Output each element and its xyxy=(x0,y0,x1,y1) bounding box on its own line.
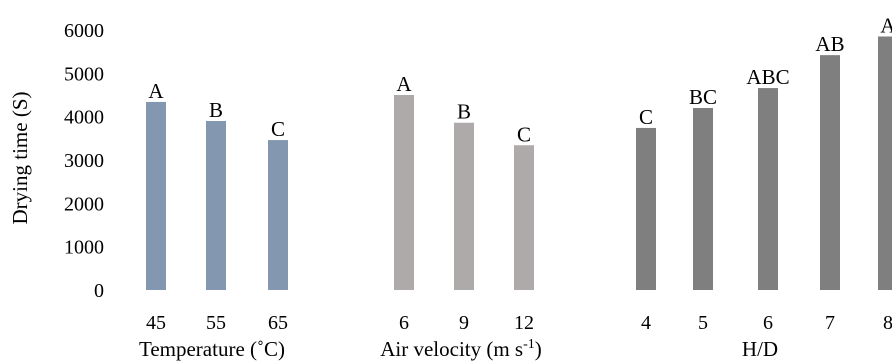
significance-letter: C xyxy=(271,117,285,141)
significance-letter: AB xyxy=(815,32,844,56)
x-tick-label: 65 xyxy=(268,312,288,334)
bar-h-d-8 xyxy=(878,36,892,290)
h-d-group: C 4 BC 5 ABC 6 AB 7 A 8 xyxy=(636,14,892,334)
significance-letter: C xyxy=(517,122,531,146)
y-tick-label: 2000 xyxy=(64,193,104,215)
bar-temperature-65 xyxy=(268,140,288,290)
significance-letter: B xyxy=(457,100,471,124)
significance-letter: BC xyxy=(689,85,717,109)
y-axis-title: Drying time (S) xyxy=(8,92,32,225)
y-tick-label: 1000 xyxy=(64,237,104,259)
x-tick-label: 7 xyxy=(825,312,835,334)
bar-h-d-7 xyxy=(820,55,840,291)
bar-temperature-45 xyxy=(146,101,166,290)
air-velocity-label-main: Air velocity (m s xyxy=(380,337,523,361)
significance-letter: ABC xyxy=(746,65,789,89)
significance-letter: A xyxy=(148,79,164,103)
air-velocity-label-end: ) xyxy=(535,337,542,361)
y-tick-label: 4000 xyxy=(64,107,104,129)
y-tick-label: 6000 xyxy=(64,20,104,42)
bar-air-velocity-9 xyxy=(454,122,474,290)
x-axis-title-temperature: Temperature (˚C) xyxy=(139,337,285,361)
x-axis-title-h-d: H/D xyxy=(742,337,778,361)
x-axis-title-air-velocity: Air velocity (m s-1) xyxy=(380,337,542,361)
significance-letter: A xyxy=(396,72,412,96)
x-tick-label: 6 xyxy=(763,312,773,334)
air-velocity-label-sup: -1 xyxy=(523,337,535,352)
bar-h-d-5 xyxy=(693,108,713,290)
x-tick-label: 8 xyxy=(883,312,892,334)
x-tick-label: 9 xyxy=(459,312,469,334)
x-tick-label: 4 xyxy=(641,312,651,334)
x-tick-label: 55 xyxy=(206,312,226,334)
air-velocity-group: A 6 B 9 C 12 xyxy=(394,72,534,334)
x-tick-label: 45 xyxy=(146,312,166,334)
bar-temperature-55 xyxy=(206,121,226,290)
significance-letter: B xyxy=(209,98,223,122)
x-tick-label: 6 xyxy=(399,312,409,334)
bar-air-velocity-6 xyxy=(394,95,414,290)
temperature-group: A 45 B 55 C 65 xyxy=(146,79,288,334)
bar-h-d-6 xyxy=(758,88,778,290)
x-tick-label: 5 xyxy=(698,312,708,334)
y-axis-ticks: 0 1000 2000 3000 4000 5000 6000 xyxy=(64,20,104,302)
bar-h-d-4 xyxy=(636,127,656,290)
bar-air-velocity-12 xyxy=(514,145,534,290)
x-tick-label: 12 xyxy=(514,312,534,334)
y-tick-label: 5000 xyxy=(64,63,104,85)
significance-letter: C xyxy=(639,105,653,129)
significance-letter: A xyxy=(880,14,892,38)
y-tick-label: 0 xyxy=(94,280,104,302)
y-tick-label: 3000 xyxy=(64,150,104,172)
